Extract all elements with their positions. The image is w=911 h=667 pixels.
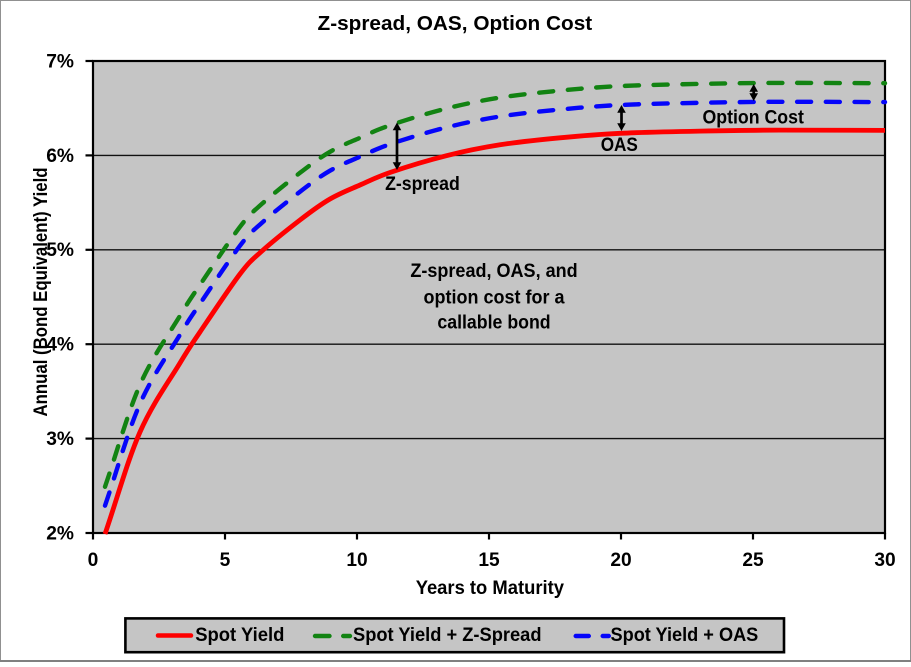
svg-text:15: 15 xyxy=(478,550,500,571)
svg-text:3%: 3% xyxy=(46,429,74,450)
svg-text:Years to Maturity: Years to Maturity xyxy=(416,578,565,599)
svg-text:Spot Yield: Spot Yield xyxy=(195,625,284,646)
svg-text:20: 20 xyxy=(610,550,631,571)
svg-text:Spot Yield + OAS: Spot Yield + OAS xyxy=(611,625,759,646)
svg-text:option cost for a: option cost for a xyxy=(424,287,565,308)
svg-text:Spot Yield + Z-Spread: Spot Yield + Z-Spread xyxy=(353,625,542,646)
svg-text:5%: 5% xyxy=(46,240,74,261)
svg-text:6%: 6% xyxy=(46,146,74,167)
svg-text:25: 25 xyxy=(742,550,764,571)
svg-text:callable bond: callable bond xyxy=(437,312,550,333)
svg-text:Z-spread, OAS, and: Z-spread, OAS, and xyxy=(410,261,577,282)
svg-text:Annual (Bond Equivalent) Yield: Annual (Bond Equivalent) Yield xyxy=(31,168,52,417)
svg-text:4%: 4% xyxy=(46,335,74,356)
svg-text:Z-spread, OAS, Option Cost: Z-spread, OAS, Option Cost xyxy=(318,12,593,35)
svg-text:0: 0 xyxy=(88,550,99,571)
svg-text:5: 5 xyxy=(220,550,231,571)
svg-text:2%: 2% xyxy=(46,523,74,544)
svg-text:7%: 7% xyxy=(46,51,74,72)
svg-text:30: 30 xyxy=(874,550,895,571)
svg-text:Option Cost: Option Cost xyxy=(703,107,805,128)
svg-text:Z-spread: Z-spread xyxy=(385,174,460,195)
svg-text:10: 10 xyxy=(346,550,367,571)
svg-text:OAS: OAS xyxy=(601,135,638,156)
